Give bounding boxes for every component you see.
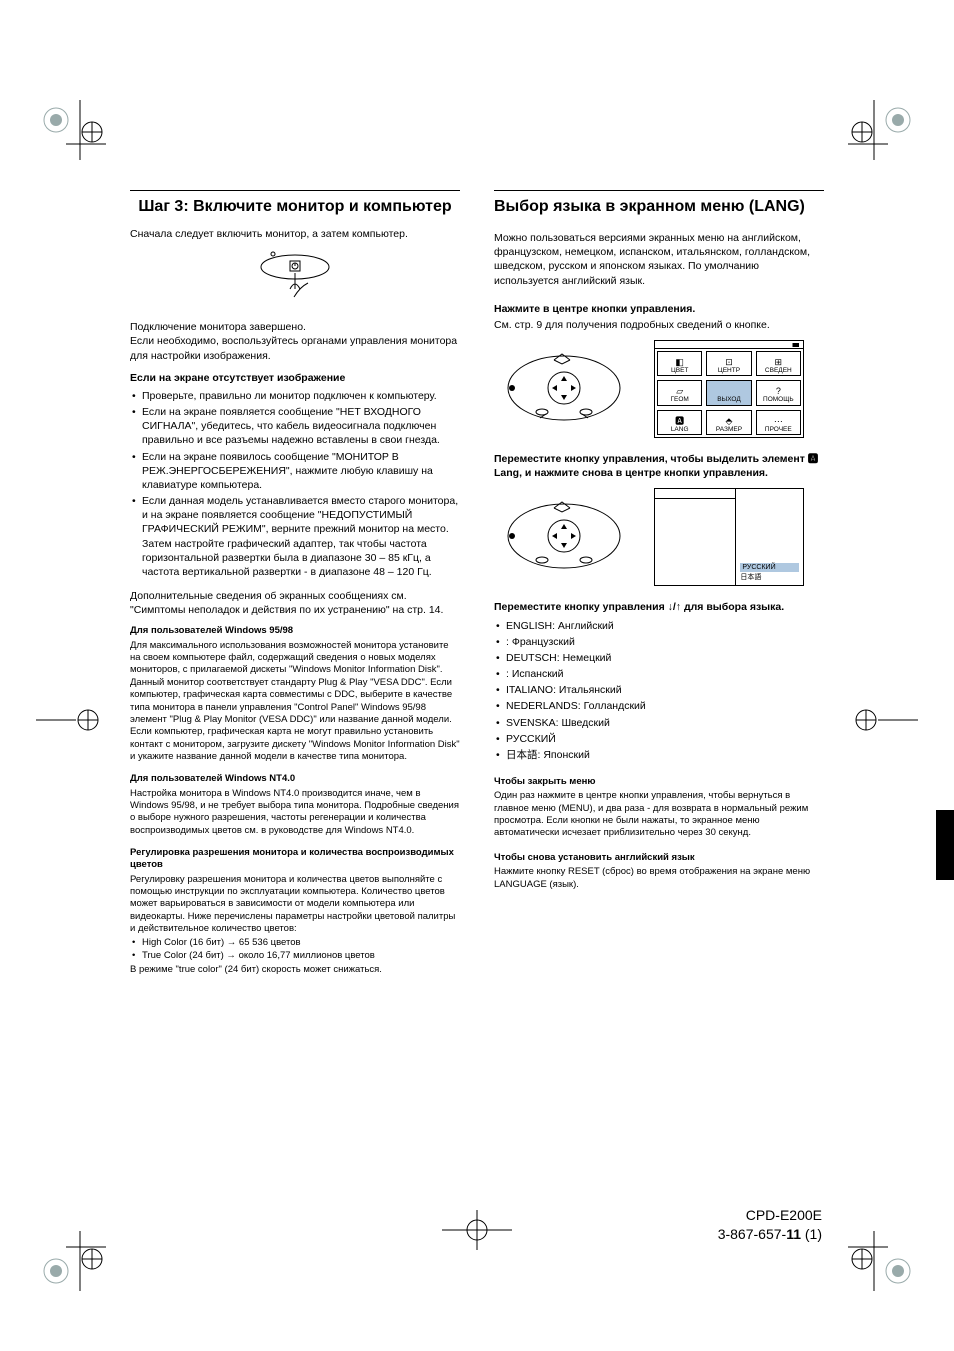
lang-option: 日本語 xyxy=(740,573,799,582)
win9598-body: Для максимального использования возможно… xyxy=(130,640,460,763)
list-item: Проверьте, правильно ли монитор подключе… xyxy=(130,389,460,403)
crop-mark-icon xyxy=(442,1210,512,1250)
list-item: NEDERLANDS: Голландский xyxy=(494,699,824,713)
colors-head: Регулировка разрешения монитора и количе… xyxy=(130,847,460,872)
menu-cell-label: ЦВЕТ xyxy=(671,368,688,375)
step3-title: Шаг 3: Включите монитор и компьютер xyxy=(130,197,460,217)
nt4-body: Настройка монитора в Windows NT4.0 произ… xyxy=(130,788,460,837)
list-item: True Color (24 бит) → около 16,77 миллио… xyxy=(130,950,460,962)
press-body: См. стр. 9 для получения подробных сведе… xyxy=(494,318,824,332)
move2-head: Переместите кнопку управления ↓/↑ для вы… xyxy=(494,600,824,614)
lang-title: Выбор языка в экранном меню (LANG) xyxy=(494,197,824,217)
noimage-head: Если на экране отсутствует изображение xyxy=(130,371,460,385)
figure-menu: ◧ЦВЕТ ⊡ЦЕНТР ⊞СВЕДЕН ▱ГЕОМ ВЫХОД ?ПОМОЩЬ… xyxy=(494,340,824,438)
list-item: DEUTSCH: Немецкий xyxy=(494,651,824,665)
right-column: Выбор языка в экранном меню (LANG) Можно… xyxy=(494,190,824,982)
list-item: Если данная модель устанавливается вмест… xyxy=(130,494,460,579)
list-item: SVENSKA: Шведский xyxy=(494,716,824,730)
crop-mark-icon xyxy=(848,100,918,170)
colors-list: High Color (16 бит) → 65 536 цветов True… xyxy=(130,937,460,962)
list-item: : Испанский xyxy=(494,667,824,681)
page-footer: CPD-E200E 3-867-657-11 (1) xyxy=(718,1206,822,1245)
close-body: Один раз нажмите в центре кнопки управле… xyxy=(494,790,824,839)
osd-lang-menu: РУССКИЙ 日本語 xyxy=(654,488,804,586)
osd-menu-grid: ◧ЦВЕТ ⊡ЦЕНТР ⊞СВЕДЕН ▱ГЕОМ ВЫХОД ?ПОМОЩЬ… xyxy=(654,340,804,438)
list-item: ENGLISH: Английский xyxy=(494,619,824,633)
menu-cell-label: ГЕОМ xyxy=(671,397,689,404)
footer-model: CPD-E200E xyxy=(718,1206,822,1226)
menu-cell-label: ПОМОЩЬ xyxy=(763,397,794,404)
crop-mark-icon xyxy=(36,700,106,740)
menu-cell-label: СВЕДЕН xyxy=(765,368,792,375)
colors-foot: В режиме "true color" (24 бит) скорость … xyxy=(130,964,460,976)
crop-mark-icon xyxy=(848,1221,918,1291)
side-tab xyxy=(936,810,954,880)
reset-body: Нажмите кнопку RESET (сброс) во время от… xyxy=(494,866,824,891)
monitor-power-diagram xyxy=(130,249,460,308)
nt4-head: Для пользователей Windows NT4.0 xyxy=(130,773,460,785)
footer-docnum: 3-867-657-11 (1) xyxy=(718,1225,822,1245)
conn-done: Подключение монитора завершено. xyxy=(130,320,460,334)
step3-intro: Сначала следует включить монитор, а зате… xyxy=(130,227,460,241)
lang-intro: Можно пользоваться версиями экранных мен… xyxy=(494,231,824,288)
figure-lang: РУССКИЙ 日本語 xyxy=(494,488,824,586)
page-content: Шаг 3: Включите монитор и компьютер Снач… xyxy=(130,190,824,982)
moreinfo: Дополнительные сведения об экранных сооб… xyxy=(130,589,460,617)
reset-head: Чтобы снова установить английский язык xyxy=(494,852,824,864)
close-head: Чтобы закрыть меню xyxy=(494,776,824,788)
crop-mark-icon xyxy=(36,1221,106,1291)
menu-cell-label: РАЗМЕР xyxy=(716,427,742,434)
press-head: Нажмите в центре кнопки управления. xyxy=(494,302,824,316)
move-head: Переместите кнопку управления, чтобы выд… xyxy=(494,452,824,480)
noimage-list: Проверьте, правильно ли монитор подключе… xyxy=(130,389,460,579)
list-item: Если на экране появляется сообщение "НЕТ… xyxy=(130,405,460,448)
menu-cell-label: ВЫХОД xyxy=(717,397,741,404)
left-column: Шаг 3: Включите монитор и компьютер Снач… xyxy=(130,190,460,982)
menu-cell-label: ПРОЧЕЕ xyxy=(765,427,792,434)
list-item: РУССКИЙ xyxy=(494,732,824,746)
crop-mark-icon xyxy=(848,700,918,740)
list-item: 日本語: Японский xyxy=(494,748,824,762)
list-item: : Французский xyxy=(494,635,824,649)
menu-cell-label: LANG xyxy=(671,427,689,434)
menu-cell-label: ЦЕНТР xyxy=(718,368,740,375)
list-item: ITALIANO: Итальянский xyxy=(494,683,824,697)
joystick-diagram xyxy=(494,340,634,430)
list-item: High Color (16 бит) → 65 536 цветов xyxy=(130,937,460,949)
lang-selected: РУССКИЙ xyxy=(740,563,799,572)
crop-mark-icon xyxy=(36,100,106,170)
colors-body: Регулировку разрешения монитора и количе… xyxy=(130,874,460,936)
list-item: Если на экране появилось сообщение "МОНИ… xyxy=(130,450,460,493)
joystick-diagram xyxy=(494,488,634,578)
conn-adjust: Если необходимо, воспользуйтесь органами… xyxy=(130,334,460,362)
language-list: ENGLISH: Английский : Французский DEUTSC… xyxy=(494,619,824,763)
win9598-head: Для пользователей Windows 95/98 xyxy=(130,625,460,637)
